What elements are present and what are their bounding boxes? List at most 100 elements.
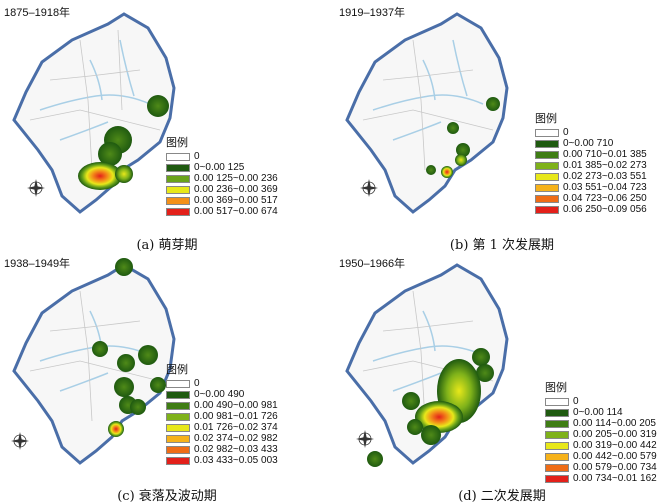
legend-label: 0.00 369~0.00 517 (194, 195, 278, 206)
legend-label: 0~0.00 125 (194, 162, 245, 173)
legend-swatch (535, 172, 559, 181)
legend-swatch (166, 445, 190, 454)
legend-swatch (166, 412, 190, 421)
legend-item: 0.06 250~0.09 056 (535, 204, 647, 215)
legend-label: 0.00 319~0.00 442 (573, 440, 657, 451)
legend-label: 0.00 710~0.01 385 (563, 149, 647, 160)
legend-label: 0.02 374~0.02 982 (194, 433, 278, 444)
legend-rows: 0 0~0.00 490 0.00 490~0.00 981 0.00 981~0.0… (166, 378, 278, 466)
legend-item: 0.00 579~0.00 734 (545, 462, 657, 473)
legend-label: 0~0.00 114 (573, 407, 623, 418)
legend-swatch (535, 161, 559, 170)
legend-swatch (545, 474, 569, 483)
legend-label: 0.04 723~0.06 250 (563, 193, 647, 204)
legend-label: 0.03 433~0.05 003 (194, 455, 278, 466)
legend-rows: 0 0~0.00 114 0.00 114~0.00 205 0.00 205~0.0… (545, 396, 657, 484)
legend-item: 0 (166, 151, 278, 162)
legend-item: 0~0.00 125 (166, 162, 278, 173)
legend-label: 0.00 236~0.00 369 (194, 184, 278, 195)
legend-item: 0 (166, 378, 278, 389)
legend-swatch (545, 452, 569, 461)
legend-rows: 0 0~0.00 125 0.00 125~0.00 236 0.00 236~0.0… (166, 151, 278, 217)
legend-swatch (545, 463, 569, 472)
panel-caption: (d) 二次发展期 (458, 489, 546, 504)
map-c (11, 258, 176, 465)
legend-item: 0.00 734~0.01 162 (545, 473, 657, 484)
legend-label: 0 (194, 151, 200, 162)
legend-swatch (166, 434, 190, 443)
legend-title: 图例 (166, 137, 188, 149)
legend-item: 0~0.00 114 (545, 407, 657, 418)
legend: 图例 0 0~0.00 114 0.00 114~0.00 205 0.00 205~… (545, 379, 657, 484)
legend-label: 0.00 490~0.00 981 (194, 400, 278, 411)
legend-item: 0.00 125~0.00 236 (166, 173, 278, 184)
legend-item: 0.02 374~0.02 982 (166, 433, 278, 444)
rivers (372, 39, 484, 141)
fujian-outline (12, 12, 176, 214)
legend-label: 0.06 250~0.09 056 (563, 204, 647, 215)
legend-item: 0.01 385~0.02 273 (535, 160, 647, 171)
legend-label: 0.00 579~0.00 734 (573, 462, 657, 473)
period-label: 1938–1949年 (4, 258, 71, 270)
map-panel-a: 1875–1918年 图例 0 0~0.00 125 0.00 125~0.00 2… (0, 0, 335, 253)
legend-item: 0~0.00 490 (166, 389, 278, 400)
legend-item: 0.00 369~0.00 517 (166, 195, 278, 206)
legend-swatch (535, 194, 559, 203)
period-label: 1950–1966年 (339, 258, 406, 270)
legend-swatch (166, 196, 190, 205)
period-label: 1919–1937年 (339, 7, 406, 19)
legend-label: 0~0.00 490 (194, 389, 245, 400)
legend-item: 0~0.00 710 (535, 138, 647, 149)
legend-item: 0.02 982~0.03 433 (166, 444, 278, 455)
county-borders (29, 29, 161, 171)
map-b (345, 12, 509, 214)
legend-item: 0.01 726~0.02 374 (166, 422, 278, 433)
panel-caption: (c) 衰落及波动期 (117, 489, 217, 504)
legend-swatch (545, 419, 569, 428)
map-panel-d: 1950–1966年 图例 0 0~0.00 114 0.00 114~0.00 2… (335, 251, 670, 504)
county-borders (362, 39, 494, 171)
legend-label: 0.00 125~0.00 236 (194, 173, 278, 184)
legend-item: 0.03 433~0.05 003 (166, 455, 278, 466)
legend-item: 0 (535, 127, 647, 138)
map-panel-b: 1919–1937年 图例 0 0~0.00 710 0.00 710~0.01 3… (335, 0, 670, 253)
legend-label: 0.00 114~0.00 205 (573, 418, 656, 429)
legend-item: 0.00 114~0.00 205 (545, 418, 657, 429)
map-a (12, 12, 176, 214)
map-d (345, 263, 509, 467)
legend-swatch (545, 441, 569, 450)
legend-swatch (166, 152, 190, 161)
legend-label: 0.01 385~0.02 273 (563, 160, 647, 171)
legend-swatch (166, 207, 190, 216)
legend-label: 0.00 734~0.01 162 (573, 473, 657, 484)
county-borders (29, 290, 161, 422)
panel-caption: (b) 第 1 次发展期 (449, 238, 555, 253)
legend-label: 0.02 982~0.03 433 (194, 444, 278, 455)
heat-hotspots (92, 258, 166, 437)
legend-item: 0.00 490~0.00 981 (166, 400, 278, 411)
legend: 图例 0 0~0.00 710 0.00 710~0.01 385 0.01 385~… (535, 110, 647, 215)
heat-hotspots (367, 348, 494, 467)
legend-item: 0.00 319~0.00 442 (545, 440, 657, 451)
legend-item: 0.00 517~0.00 674 (166, 206, 278, 217)
legend: 图例 0 0~0.00 125 0.00 125~0.00 236 0.00 236~… (166, 134, 278, 217)
legend: 图例 0 0~0.00 490 0.00 490~0.00 981 0.00 981~… (166, 361, 278, 466)
legend-item: 0.04 723~0.06 250 (535, 193, 647, 204)
legend-label: 0.00 205~0.00 319 (573, 429, 657, 440)
heat-hotspots (426, 97, 500, 178)
legend-item: 0.00 205~0.00 319 (545, 429, 657, 440)
legend-item: 0 (545, 396, 657, 407)
legend-swatch (535, 128, 559, 137)
legend-swatch (166, 379, 190, 388)
legend-label: 0.00 981~0.01 726 (194, 411, 278, 422)
heat-hotspots (78, 95, 169, 190)
legend-swatch (535, 150, 559, 159)
legend-title: 图例 (545, 382, 567, 394)
legend-label: 0 (194, 378, 200, 389)
compass-icon (11, 432, 29, 450)
legend-item: 0.03 551~0.04 723 (535, 182, 647, 193)
legend-label: 0~0.00 710 (563, 138, 614, 149)
period-label: 1875–1918年 (4, 7, 71, 19)
legend-swatch (166, 185, 190, 194)
legend-rows: 0 0~0.00 710 0.00 710~0.01 385 0.01 385~0.0… (535, 127, 647, 215)
